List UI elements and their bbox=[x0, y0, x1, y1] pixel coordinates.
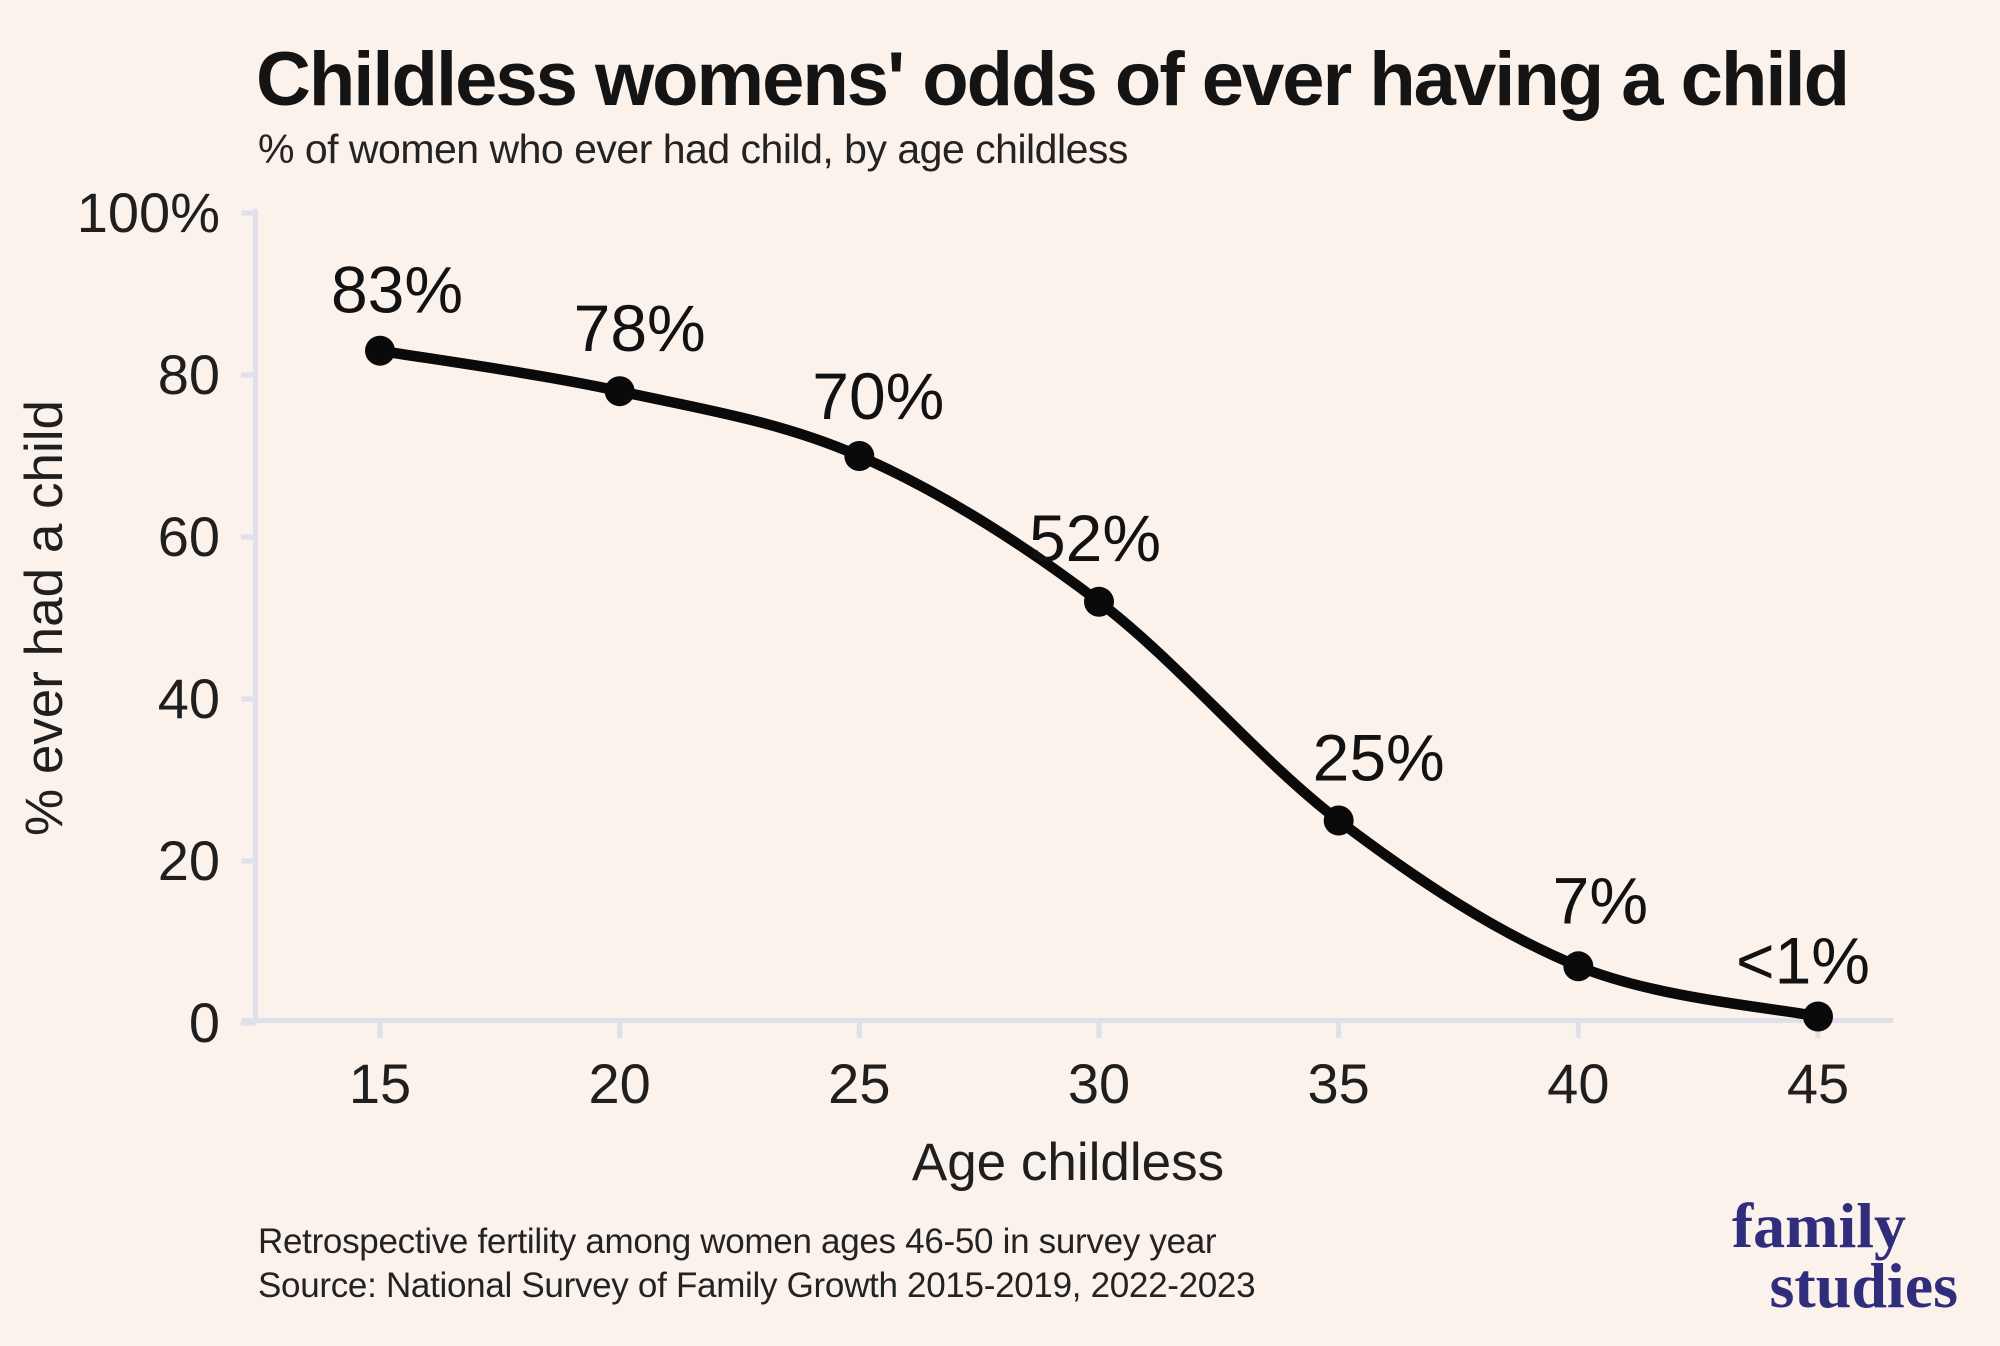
data-point bbox=[1084, 586, 1114, 617]
x-tick-label: 35 bbox=[1308, 1052, 1370, 1115]
x-tick-label: 40 bbox=[1547, 1052, 1609, 1115]
y-tick-label: 80 bbox=[158, 343, 220, 406]
data-point bbox=[365, 335, 395, 366]
data-point-label: <1% bbox=[1736, 924, 1870, 998]
data-point bbox=[604, 376, 635, 407]
y-tick-label: 100% bbox=[77, 181, 220, 244]
family-studies-logo: family studies bbox=[1731, 1190, 1959, 1321]
y-tick-label: 60 bbox=[158, 505, 220, 568]
x-tick-label: 45 bbox=[1787, 1052, 1849, 1115]
data-point bbox=[1803, 1001, 1833, 1032]
data-point-label: 70% bbox=[812, 359, 944, 433]
chart-title: Childless womens' odds of ever having a … bbox=[256, 37, 1850, 122]
data-point-label: 7% bbox=[1553, 863, 1648, 937]
x-axis-title: Age childless bbox=[912, 1133, 1224, 1192]
chart-subtitle: % of women who ever had child, by age ch… bbox=[258, 126, 1128, 172]
y-axis-title: % ever had a child bbox=[15, 400, 74, 836]
logo-line-1: family bbox=[1731, 1190, 1906, 1261]
footnote: Retrospective fertility among women ages… bbox=[258, 1220, 1256, 1308]
footnote-line-2: Source: National Survey of Family Growth… bbox=[258, 1266, 1256, 1305]
data-point-label: 83% bbox=[331, 253, 463, 327]
x-tick-label: 25 bbox=[828, 1052, 890, 1115]
footnote-line-1: Retrospective fertility among women ages… bbox=[258, 1222, 1217, 1261]
data-point bbox=[1563, 951, 1594, 982]
data-point bbox=[844, 441, 875, 471]
x-tick-label: 20 bbox=[589, 1052, 651, 1115]
y-tick-label: 40 bbox=[158, 667, 220, 730]
data-point-label: 52% bbox=[1029, 501, 1161, 575]
data-point-label: 78% bbox=[574, 291, 706, 365]
x-tick-label: 30 bbox=[1068, 1052, 1130, 1115]
logo-line-2: studies bbox=[1769, 1250, 1959, 1321]
y-tick-label: 20 bbox=[158, 829, 220, 892]
y-tick-label: 0 bbox=[189, 991, 220, 1054]
data-point-label: 25% bbox=[1313, 721, 1445, 795]
data-point bbox=[1323, 805, 1354, 836]
x-tick-label: 15 bbox=[349, 1052, 411, 1115]
